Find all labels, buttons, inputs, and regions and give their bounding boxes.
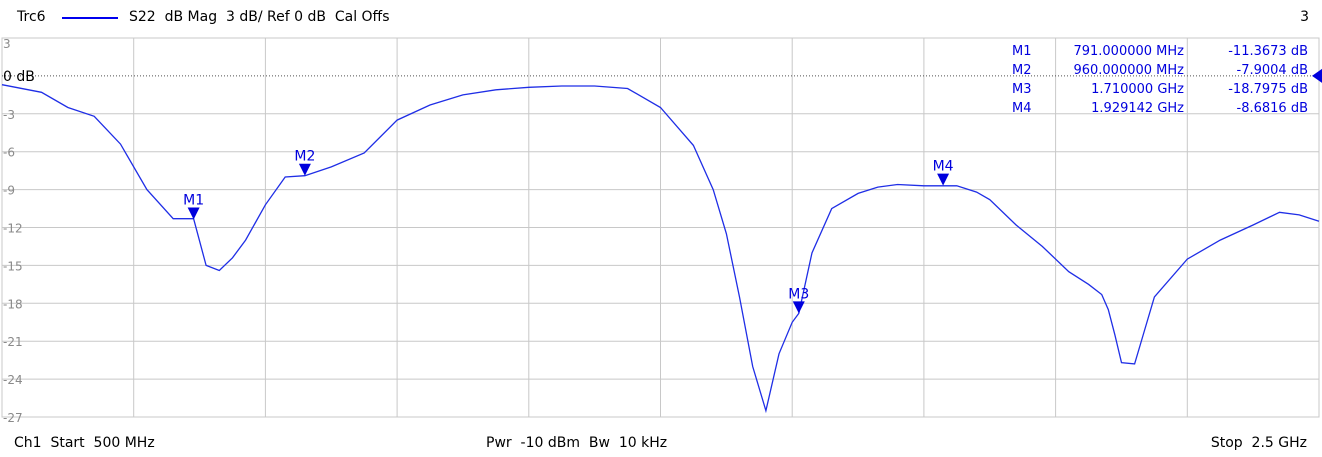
marker-m2: M2	[294, 149, 315, 176]
reference-arrow-icon	[1312, 68, 1322, 83]
readout-frequency: 791.000000 MHz	[1073, 44, 1184, 59]
marker-m1: M1	[183, 193, 204, 220]
marker-triangle-icon	[792, 301, 805, 314]
trace-description[interactable]: S22 dB Mag 3 dB/ Ref 0 dB Cal Offs	[129, 9, 390, 25]
marker-triangle-icon	[937, 173, 950, 186]
marker-label: M2	[294, 149, 315, 165]
readout-value: -18.7975 dB	[1228, 82, 1308, 97]
marker-triangle-icon	[187, 207, 200, 220]
readout-row: M2 960.000000 MHz -7.9004 dB	[1012, 63, 1308, 78]
marker-m4: M4	[933, 159, 954, 186]
y-tick-label: -15	[3, 259, 23, 273]
grid	[1, 37, 1322, 418]
trace-header: Trc6 S22 dB Mag 3 dB/ Ref 0 dB Cal Offs …	[0, 0, 1322, 34]
s-parameter-plot[interactable]: 3 0 dB -3 -6 -9 -12 -15 -18 -21 -24 -27 M1 M2 M3 M4 M…	[0, 34, 1322, 429]
marker-label: M1	[183, 193, 204, 209]
readout-frequency: 1.929142 GHz	[1091, 101, 1184, 116]
trace-name[interactable]: Trc6	[17, 9, 46, 25]
marker-label: M3	[788, 286, 809, 302]
readout-marker-name: M4	[1012, 101, 1032, 116]
marker-label: M4	[933, 159, 954, 175]
marker-m3: M3	[788, 286, 809, 314]
markers: M1 M2 M3 M4	[183, 149, 954, 314]
y-axis-labels: 3 0 dB -3 -6 -9 -12 -15 -18 -21 -24 -27	[3, 37, 35, 425]
y-tick-label: -9	[3, 184, 15, 198]
power-bandwidth[interactable]: Pwr -10 dBm Bw 10 kHz	[486, 435, 668, 451]
channel-number: 3	[1300, 9, 1309, 25]
status-footer: Ch1 Start 500 MHz Pwr -10 dBm Bw 10 kHz …	[0, 429, 1322, 457]
readout-marker-name: M2	[1012, 63, 1032, 78]
y-tick-label: 3	[3, 37, 11, 51]
marker-readout: M1 791.000000 MHz -11.3673 dB M2 960.000000 …	[1012, 44, 1308, 116]
y-tick-label: -18	[3, 297, 23, 311]
y-tick-label: -24	[3, 373, 23, 387]
start-frequency[interactable]: Ch1 Start 500 MHz	[14, 435, 155, 451]
y-tick-label: -12	[3, 222, 23, 236]
readout-row: M4 1.929142 GHz -8.6816 dB	[1012, 101, 1308, 116]
y-tick-label: -27	[3, 411, 23, 425]
readout-frequency: 960.000000 MHz	[1073, 63, 1184, 78]
marker-triangle-icon	[298, 163, 311, 176]
trace-line	[1, 84, 1320, 414]
readout-value: -7.9004 dB	[1237, 63, 1308, 78]
readout-value: -11.3673 dB	[1228, 44, 1308, 59]
trace-legend-line	[62, 17, 118, 19]
readout-marker-name: M1	[1012, 44, 1032, 59]
y-tick-label: 0 dB	[3, 69, 35, 85]
y-tick-label: -21	[3, 335, 23, 349]
readout-frequency: 1.710000 GHz	[1091, 82, 1184, 97]
readout-marker-name: M3	[1012, 82, 1032, 97]
readout-row: M1 791.000000 MHz -11.3673 dB	[1012, 44, 1308, 59]
stop-frequency[interactable]: Stop 2.5 GHz	[1210, 435, 1307, 451]
y-tick-label: -6	[3, 146, 15, 160]
y-tick-label: -3	[3, 108, 15, 122]
readout-value: -8.6816 dB	[1237, 101, 1308, 116]
readout-row: M3 1.710000 GHz -18.7975 dB	[1012, 82, 1308, 97]
